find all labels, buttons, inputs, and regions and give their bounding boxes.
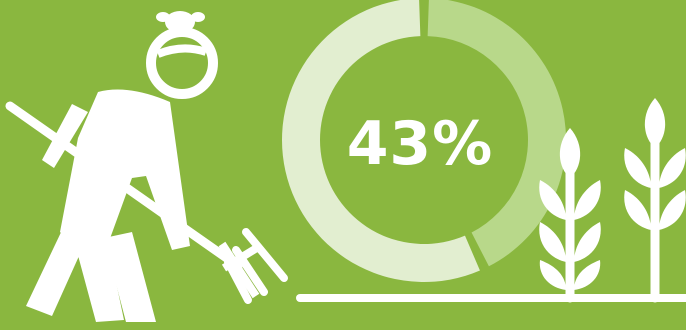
donut-chart xyxy=(282,0,566,282)
wheat-icon xyxy=(539,98,686,303)
percentage-label: 43% xyxy=(346,109,494,179)
donut-slice-0 xyxy=(427,0,566,267)
donut-slice-1 xyxy=(282,0,480,282)
farmer-with-pitchfork-icon xyxy=(5,11,288,323)
